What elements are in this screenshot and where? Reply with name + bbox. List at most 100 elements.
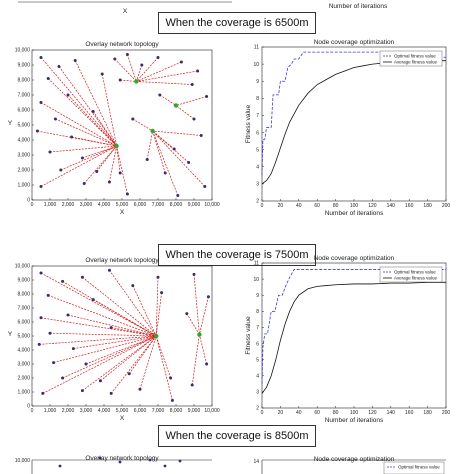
coverage-link bbox=[159, 94, 177, 106]
sensor-node bbox=[107, 180, 111, 184]
sensor-node bbox=[46, 293, 50, 297]
sensor-node bbox=[192, 117, 196, 121]
sensor-node bbox=[61, 376, 65, 380]
sensor-node bbox=[176, 194, 180, 197]
y-tick-label: 2,000 bbox=[17, 376, 30, 382]
x-tick-label: 0 bbox=[261, 203, 264, 209]
x-tick-label: 10,000 bbox=[204, 202, 220, 208]
sensor-node bbox=[118, 171, 122, 175]
fitness-chart-3: Node coverage optimization 0 20 40 60 80 100 12… bbox=[245, 255, 450, 424]
coverage-node bbox=[154, 333, 159, 339]
legend-label: Average fitness value bbox=[394, 276, 437, 281]
x-tick-label: 7,000 bbox=[152, 408, 165, 414]
x-tick-label: 60 bbox=[314, 203, 320, 209]
coverage-link bbox=[193, 274, 200, 335]
sensor-node bbox=[205, 362, 209, 366]
banner-text: When the coverage is 7500m bbox=[165, 249, 309, 261]
y-tick-label: 7 bbox=[256, 113, 259, 119]
sensor-node bbox=[39, 101, 43, 104]
coverage-link bbox=[40, 145, 117, 187]
x-tick-label: 120 bbox=[368, 410, 377, 416]
sensor-node bbox=[145, 158, 149, 161]
sensor-node bbox=[98, 379, 102, 383]
y-tick-label: 5,000 bbox=[17, 334, 30, 340]
sensor-node bbox=[48, 150, 52, 154]
top-strip-x-label: X bbox=[123, 8, 128, 15]
coverage-link bbox=[55, 118, 117, 147]
sensor-node bbox=[131, 284, 135, 288]
coverage-link bbox=[96, 145, 117, 172]
coverage-link bbox=[58, 66, 117, 147]
x-tick-label: 8,000 bbox=[170, 202, 183, 208]
coverage-link bbox=[114, 58, 137, 82]
sensor-node bbox=[148, 458, 152, 462]
sensor-node bbox=[73, 59, 77, 62]
coverage-link bbox=[82, 276, 157, 337]
chart-title: Overlay network topology bbox=[85, 41, 159, 48]
sensor-node bbox=[118, 460, 122, 464]
legend-label: Optimal fitness value bbox=[394, 270, 436, 275]
x-tick-label: 160 bbox=[405, 203, 414, 209]
sensor-node bbox=[196, 69, 200, 73]
sensor-node bbox=[41, 391, 45, 395]
sensor-node bbox=[39, 185, 43, 188]
coverage-link bbox=[40, 272, 157, 337]
y-tick-label: 10,000 bbox=[15, 48, 31, 54]
coverage-link bbox=[152, 130, 189, 163]
coverage-node bbox=[197, 332, 202, 337]
y-tick-label: 4,000 bbox=[17, 138, 30, 144]
coverage-link bbox=[109, 145, 117, 183]
sensor-node bbox=[127, 372, 131, 376]
legend-box bbox=[383, 461, 445, 474]
top-strip-iterations-label: Number of iterations bbox=[329, 3, 388, 10]
sensor-node bbox=[57, 65, 61, 68]
coverage-node bbox=[134, 79, 139, 84]
coverage-link bbox=[139, 335, 157, 390]
sensor-node bbox=[163, 171, 167, 175]
legend-box bbox=[379, 50, 443, 67]
plot-frame bbox=[261, 262, 447, 409]
y-tick-label: 6 bbox=[256, 341, 259, 347]
sensor-node bbox=[71, 347, 75, 351]
x-tick-label: 140 bbox=[387, 410, 396, 416]
sensor-node bbox=[82, 182, 86, 185]
y-tick-label: 9 bbox=[256, 79, 259, 85]
coverage-link bbox=[132, 118, 153, 132]
coverage-link bbox=[127, 54, 137, 82]
y-tick-label: 8,000 bbox=[17, 78, 30, 84]
sensor-node bbox=[203, 185, 207, 188]
coverage-link bbox=[199, 334, 207, 365]
coverage-link bbox=[132, 285, 157, 337]
coverage-link bbox=[116, 145, 121, 174]
coverage-link bbox=[110, 335, 157, 394]
x-tick-label: 120 bbox=[368, 203, 377, 209]
coverage-banner-6500: When the coverage is 6500m bbox=[158, 12, 316, 34]
y-tick-label: 11 bbox=[254, 261, 259, 267]
y-tick-label: 8 bbox=[256, 96, 259, 102]
x-tick-label: 80 bbox=[333, 203, 339, 209]
sensor-node bbox=[140, 63, 144, 67]
sensor-node bbox=[37, 342, 41, 346]
x-tick-label: 0 bbox=[31, 202, 34, 208]
banner-text: When the coverage is 8500m bbox=[165, 430, 309, 442]
coverage-link bbox=[73, 335, 157, 349]
sensor-node bbox=[91, 110, 95, 113]
sensor-node bbox=[98, 456, 102, 460]
y-axis-label: Fitness value bbox=[245, 104, 252, 143]
y-axis-label: Y bbox=[8, 120, 13, 127]
coverage-link bbox=[136, 57, 159, 82]
sensor-node bbox=[205, 95, 209, 98]
coverage-banner-7500: When the coverage is 7500m bbox=[158, 244, 316, 266]
x-axis-label: Number of iterations bbox=[325, 210, 384, 217]
topology-chart-4: Overlay network topology 10,000 bbox=[15, 455, 212, 474]
average-fitness-line bbox=[261, 60, 446, 185]
x-tick-label: 6,000 bbox=[134, 408, 147, 414]
coverage-link bbox=[136, 70, 198, 82]
coverage-link bbox=[116, 145, 128, 195]
y-tick-label: 7,000 bbox=[17, 93, 30, 99]
y-tick-label: 6 bbox=[256, 130, 259, 136]
sensor-node bbox=[190, 83, 194, 86]
sensor-node bbox=[125, 53, 129, 56]
y-tick-label: 6,000 bbox=[17, 320, 30, 326]
x-tick-label: 4,000 bbox=[98, 408, 111, 414]
